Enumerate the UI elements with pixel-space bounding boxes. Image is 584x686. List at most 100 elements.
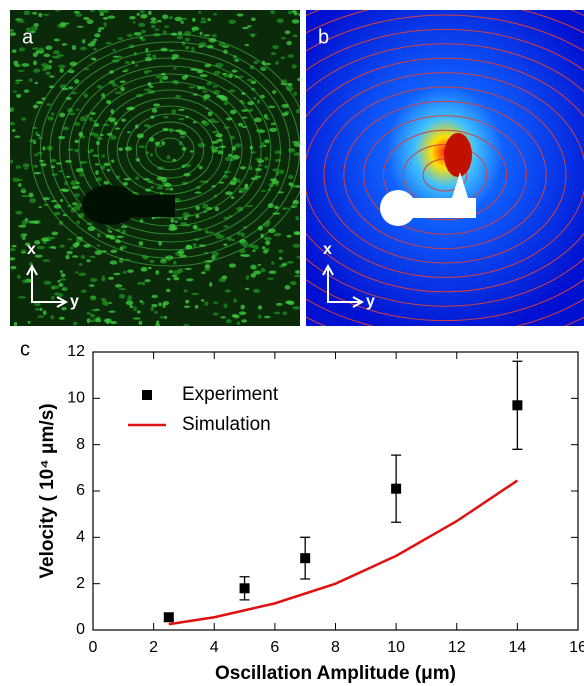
texture [9,32,16,36]
x-tick-label: 8 [331,639,340,656]
texture [241,305,245,310]
texture [278,170,284,174]
texture [133,21,136,23]
texture [184,217,188,220]
texture [35,308,39,311]
texture [215,207,219,211]
texture [228,20,236,24]
texture [60,22,66,27]
texture [34,154,38,156]
texture [223,244,227,246]
texture [16,94,21,98]
texture [72,255,78,258]
texture [118,147,123,151]
axis-indicator-y: y [70,293,79,310]
texture [230,110,237,114]
texture [237,322,241,325]
texture [91,309,98,311]
texture [242,27,249,29]
texture [146,53,151,56]
axis-indicator-y: y [366,293,375,310]
texture [37,246,45,250]
texture [49,60,53,63]
panel-a-image: axy [8,8,309,328]
texture [101,154,104,157]
texture [154,311,158,314]
texture [200,32,203,36]
texture [268,106,275,108]
texture [169,16,174,19]
texture [293,244,301,248]
texture [201,299,204,302]
texture [89,284,95,287]
texture [87,19,94,24]
texture [214,256,217,258]
texture [204,269,211,271]
texture [102,276,105,281]
texture [28,194,33,197]
texture [90,149,94,152]
texture [42,146,45,150]
texture [275,184,279,186]
texture [15,80,23,82]
texture [173,277,179,281]
texture [46,71,51,75]
texture [73,243,79,248]
texture [198,11,201,14]
texture [137,13,140,16]
texture [156,75,163,78]
texture [139,321,143,325]
texture [231,70,237,73]
texture [246,275,249,280]
texture [74,79,79,84]
texture [113,273,120,275]
texture [61,273,65,277]
texture [209,282,212,287]
texture [171,226,178,231]
texture [250,265,256,270]
x-tick-label: 12 [448,639,466,656]
texture [58,65,65,68]
texture [265,240,270,245]
texture [178,109,185,111]
texture [43,65,51,70]
texture [285,285,291,290]
texture [178,268,184,273]
texture [59,317,65,320]
texture [123,271,127,274]
texture [81,255,85,259]
texture [264,237,272,241]
texture [97,244,101,246]
texture [106,319,109,324]
texture [264,139,269,143]
texture [68,238,73,240]
texture [17,275,21,279]
texture [115,92,123,94]
texture [264,157,268,161]
texture [8,29,13,31]
texture [151,307,154,311]
texture [175,220,178,223]
texture [148,267,152,269]
texture [76,109,80,111]
texture [258,305,262,309]
texture [86,259,90,262]
texture [91,57,95,59]
texture [231,196,235,199]
texture [140,300,143,303]
texture [90,278,97,282]
texture [157,20,162,23]
texture [80,161,88,164]
texture [204,302,208,306]
texture [74,149,78,153]
x-tick-label: 16 [569,639,584,656]
texture [294,91,297,95]
texture [149,260,154,263]
texture [298,13,301,16]
texture [82,39,85,43]
data-point [300,553,310,563]
texture [178,250,185,254]
texture [151,25,155,28]
texture [75,271,79,273]
texture [72,45,76,50]
